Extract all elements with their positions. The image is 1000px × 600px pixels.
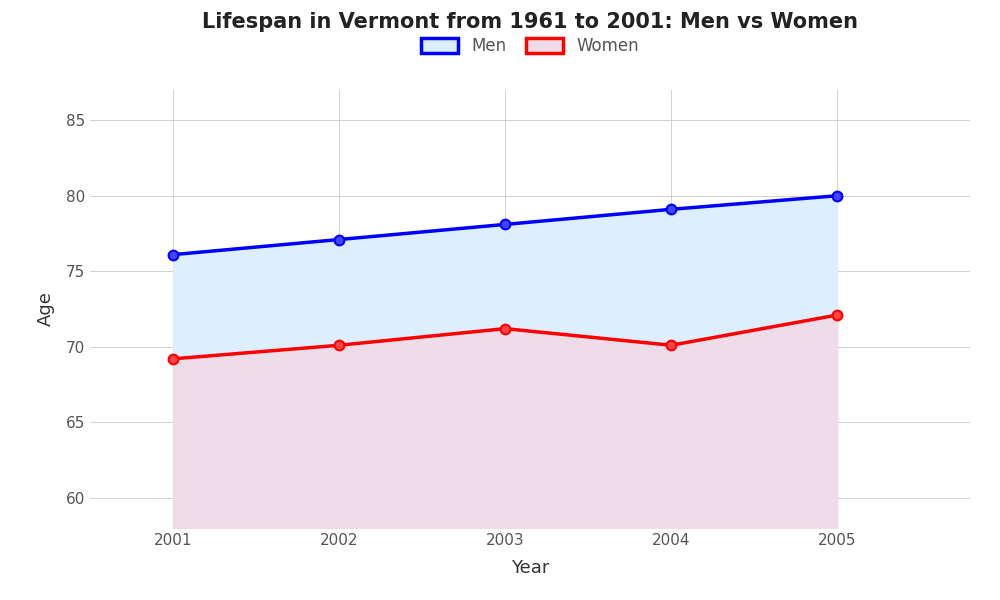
X-axis label: Year: Year xyxy=(511,559,549,577)
Title: Lifespan in Vermont from 1961 to 2001: Men vs Women: Lifespan in Vermont from 1961 to 2001: M… xyxy=(202,11,858,31)
Y-axis label: Age: Age xyxy=(37,292,55,326)
Legend: Men, Women: Men, Women xyxy=(421,37,639,55)
